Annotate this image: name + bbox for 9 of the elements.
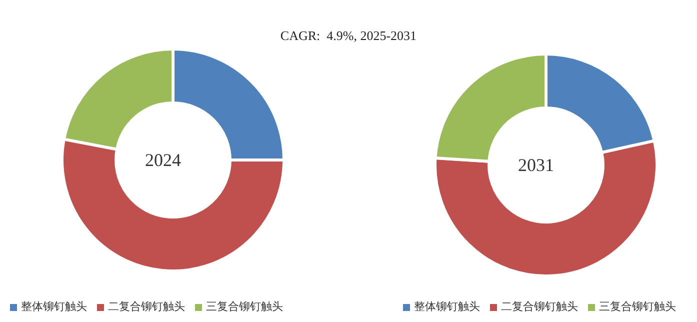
legend-label: 三复合铆钉触头 [206,301,283,313]
text: CAGR: 4.9%, 2025-2031 [279,28,418,44]
legend-label: 二复合铆钉触头 [108,301,185,313]
legend-label: 整体铆钉触头 [21,301,87,313]
legend-label: 二复合铆钉触头 [501,301,578,313]
text: 2024 [145,150,181,170]
text: 2031 [518,155,554,175]
legend-label: 三复合铆钉触头 [599,301,676,313]
legend-label: 整体铆钉触头 [414,301,480,313]
